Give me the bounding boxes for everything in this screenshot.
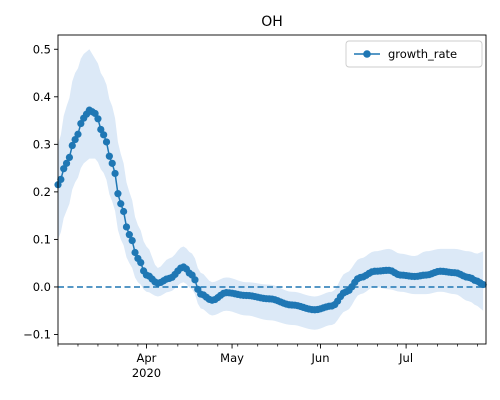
legend-marker-swatch xyxy=(363,50,371,58)
data-point xyxy=(60,165,68,173)
data-point xyxy=(100,131,108,139)
data-point xyxy=(97,125,105,134)
data-point xyxy=(91,109,99,118)
data-point xyxy=(137,258,145,267)
x-year-label: 2020 xyxy=(132,366,161,380)
confidence-band-layer xyxy=(58,49,484,330)
y-tick-label: 0.0 xyxy=(33,280,51,294)
data-point xyxy=(65,153,74,162)
data-point xyxy=(120,207,128,216)
y-tick-label: 0.3 xyxy=(33,137,51,151)
axes-layer: −0.1 0.0 0.1 0.2 0.3 0.4 0.5 Apr May Jun Jul 2020 xyxy=(23,34,487,380)
data-point xyxy=(105,152,113,160)
data-point xyxy=(77,119,85,128)
data-point xyxy=(57,175,65,183)
x-tick-label: Jun xyxy=(311,351,330,365)
data-point xyxy=(128,237,136,245)
data-point xyxy=(102,138,111,146)
data-point xyxy=(122,223,131,231)
data-point xyxy=(62,159,71,167)
data-point xyxy=(479,280,487,289)
data-point xyxy=(191,276,199,284)
data-point xyxy=(131,248,139,257)
data-point xyxy=(68,141,76,150)
confidence-band xyxy=(58,49,484,330)
legend-box xyxy=(345,40,483,68)
x-tick-label: Apr xyxy=(137,351,157,365)
x-tick-label: Jul xyxy=(398,351,413,365)
data-point xyxy=(117,200,125,208)
y-tick-label: 0.4 xyxy=(33,90,51,104)
legend-label-growth-rate: growth_rate xyxy=(388,47,457,61)
data-point xyxy=(74,130,82,138)
y-tick-label: 0.5 xyxy=(33,42,51,56)
plot-frame xyxy=(57,34,487,345)
series-layer xyxy=(54,106,487,314)
data-point xyxy=(108,159,116,167)
chart-title: OH xyxy=(261,14,283,30)
y-tick-label: 0.1 xyxy=(33,232,51,246)
y-tick-label: −0.1 xyxy=(23,327,51,341)
data-point xyxy=(111,169,119,178)
legend: growth_rate xyxy=(345,40,483,68)
data-point xyxy=(71,135,79,144)
data-point xyxy=(94,115,102,123)
data-point xyxy=(125,231,133,239)
y-tick-label: 0.2 xyxy=(33,185,51,199)
x-tick-label: May xyxy=(220,351,244,365)
data-point xyxy=(114,190,122,198)
